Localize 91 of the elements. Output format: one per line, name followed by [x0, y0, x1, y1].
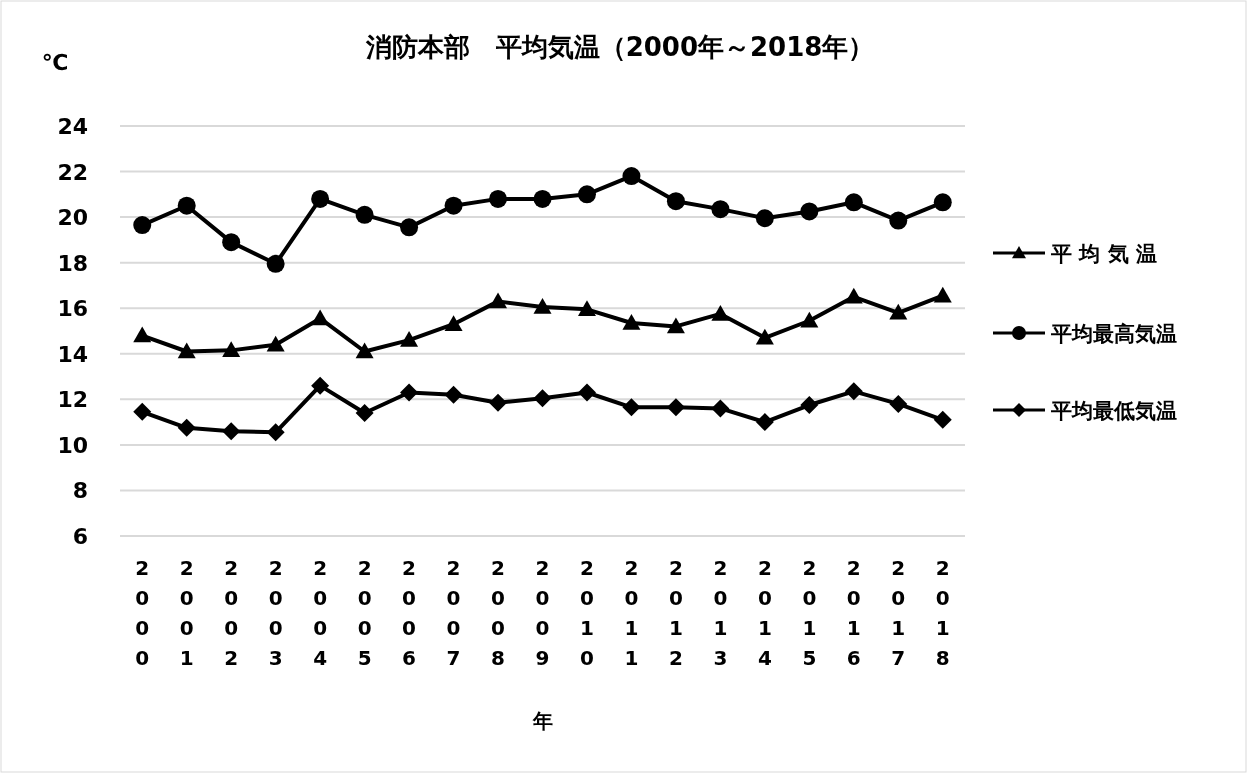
y-tick-label: 22 [57, 159, 88, 185]
point [355, 205, 374, 224]
point [222, 422, 241, 441]
point [400, 218, 419, 237]
point [133, 216, 152, 235]
point [755, 209, 774, 228]
x-tick-label: 2007 [446, 556, 461, 670]
point [800, 202, 819, 221]
point [844, 287, 863, 304]
x-tick-label: 2015 [802, 556, 817, 670]
y-tick-label: 14 [57, 341, 88, 367]
point [933, 410, 952, 429]
x-axis-title: 年 [531, 709, 553, 733]
point [577, 300, 596, 317]
point [400, 331, 419, 347]
point [311, 376, 330, 395]
point [444, 196, 463, 215]
point [844, 193, 863, 212]
y-tick-label: 24 [57, 114, 88, 139]
legend-label: 平均最低気温 [1050, 399, 1177, 423]
point [933, 193, 952, 212]
x-tick-label: 2001 [179, 556, 194, 670]
point [400, 383, 419, 402]
y-tick-label: 6 [72, 524, 88, 549]
point [622, 398, 641, 417]
point [489, 189, 508, 208]
y-tick-label: 12 [57, 387, 88, 413]
point [533, 189, 552, 208]
y-tick-label: 20 [57, 205, 88, 231]
point [177, 196, 196, 215]
point [889, 303, 908, 320]
point [666, 398, 685, 417]
point [222, 341, 241, 358]
point [622, 314, 641, 330]
point [222, 233, 241, 252]
point [133, 326, 152, 343]
x-tick-label: 2012 [668, 556, 683, 670]
point [577, 383, 596, 402]
x-tick-label: 2008 [491, 556, 505, 670]
point [533, 389, 552, 408]
legend-label: 平均最高気温 [1050, 322, 1177, 346]
point [711, 304, 730, 321]
point [266, 335, 285, 352]
y-tick-label: 18 [57, 250, 88, 276]
x-tick-label: 2013 [713, 556, 728, 670]
point [800, 311, 819, 328]
point [622, 167, 641, 186]
x-tick-label: 2009 [535, 556, 550, 670]
y-tick-label: 16 [57, 296, 88, 322]
x-tick-label: 2014 [757, 556, 772, 670]
point [755, 328, 774, 345]
x-tick-label: 2018 [935, 556, 950, 670]
x-tick-label: 2003 [268, 556, 283, 670]
point [666, 192, 685, 211]
point [800, 396, 819, 415]
x-tick-label: 2000 [135, 556, 150, 670]
x-tick-label: 2006 [402, 556, 417, 670]
point [489, 393, 508, 412]
point [311, 189, 330, 208]
point [177, 342, 196, 359]
point [444, 315, 463, 331]
point [355, 342, 374, 359]
point [266, 254, 285, 273]
x-tick-label: 2004 [313, 556, 328, 670]
point [711, 200, 730, 219]
x-tick-label: 2017 [891, 556, 906, 670]
point [933, 286, 952, 303]
point [133, 402, 152, 421]
chart-title: 消防本部 平均気温（2000年～2018年） [364, 32, 875, 62]
x-tick-label: 2011 [624, 556, 639, 670]
point [711, 399, 730, 418]
point [533, 298, 552, 314]
point [489, 292, 508, 309]
x-tick-label: 2016 [846, 556, 861, 670]
point [889, 394, 908, 413]
x-tick-label: 2002 [224, 556, 239, 670]
point [355, 404, 374, 422]
point [577, 185, 596, 204]
x-tick-label: 2010 [580, 556, 594, 670]
y-axis-title: ℃ [41, 50, 69, 75]
x-tick-label: 2005 [357, 556, 372, 670]
point [266, 423, 285, 442]
point [755, 413, 774, 432]
point [666, 317, 685, 334]
legend-label: 平 均 気 温 [1050, 242, 1157, 266]
point [444, 385, 463, 404]
y-tick-label: 8 [72, 478, 88, 504]
point [844, 382, 863, 401]
y-tick-label: 10 [57, 432, 88, 458]
point [889, 211, 908, 230]
point [177, 418, 196, 437]
